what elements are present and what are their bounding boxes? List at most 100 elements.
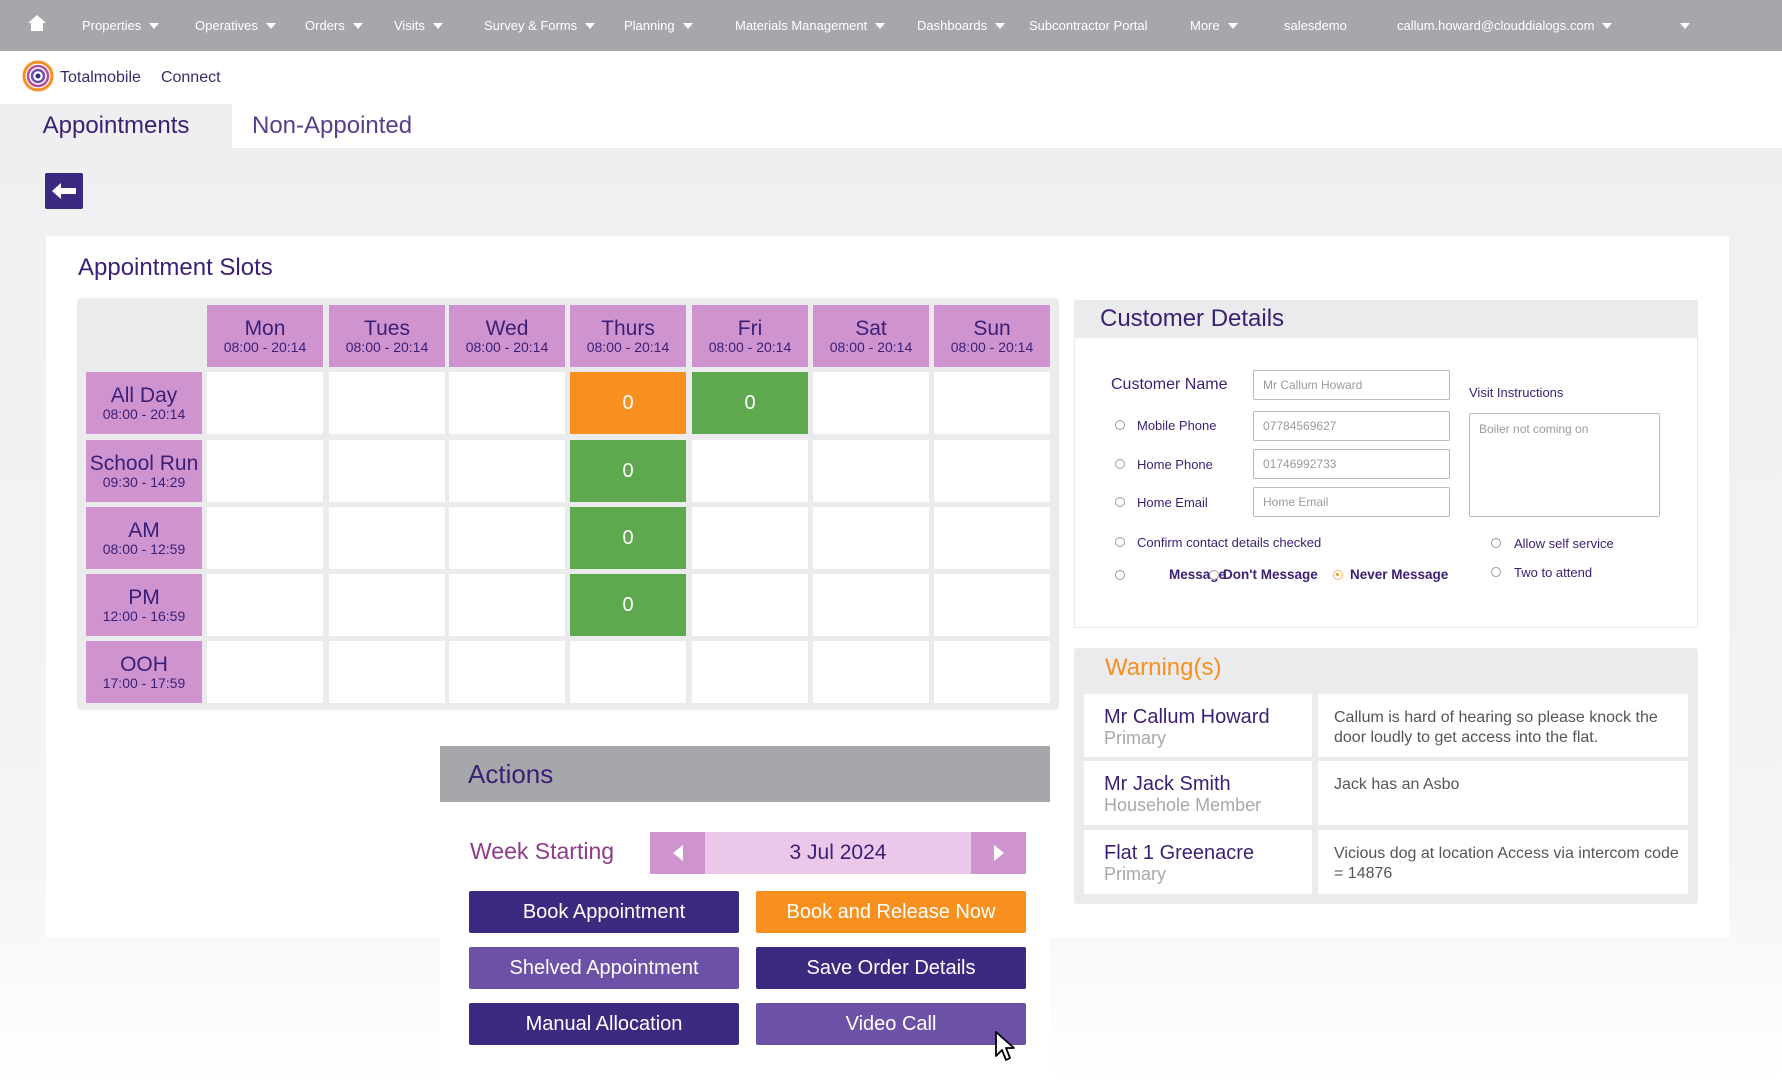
nav-item[interactable]: Properties (82, 0, 160, 51)
book-and-release-button[interactable]: Book and Release Now (756, 891, 1026, 933)
chevron-right-icon (993, 845, 1004, 861)
nav-item-label: salesdemo (1284, 18, 1347, 33)
next-week-button[interactable] (971, 832, 1026, 874)
empty-slot-cell[interactable] (449, 641, 565, 703)
product-name[interactable]: Connect (160, 69, 221, 86)
empty-slot-cell[interactable] (449, 440, 565, 502)
day-header: Mon 08:00 - 20:14 (207, 305, 323, 367)
warning-person-cell: Mr Jack Smith Househole Member (1084, 761, 1312, 825)
mobile-phone-label: Mobile Phone (1137, 418, 1217, 433)
slot-cell[interactable]: 0 (570, 372, 686, 434)
nav-item[interactable]: salesdemo (1284, 0, 1347, 51)
visit-instructions-textarea[interactable] (1469, 413, 1660, 517)
home-phone-radio[interactable] (1115, 459, 1125, 469)
nav-item[interactable]: Operatives (195, 0, 276, 51)
never-message-radio[interactable] (1333, 570, 1343, 580)
dont-message-radio[interactable] (1209, 570, 1219, 580)
empty-slot-cell[interactable] (329, 574, 445, 636)
confirm-contact-radio[interactable] (1115, 537, 1125, 547)
warning-text: Callum is hard of hearing so please knoc… (1318, 694, 1688, 757)
nav-item[interactable]: More (1190, 0, 1238, 51)
tab-non-appointed[interactable]: Non-Appointed (252, 112, 413, 139)
slot-cell[interactable]: 0 (570, 574, 686, 636)
chevron-down-icon (352, 22, 363, 29)
empty-slot-cell[interactable] (934, 440, 1050, 502)
empty-slot-cell[interactable] (934, 372, 1050, 434)
empty-slot-cell[interactable] (207, 574, 323, 636)
nav-item[interactable]: Dashboards (917, 0, 1006, 51)
customer-name-input[interactable] (1253, 370, 1450, 400)
empty-slot-cell[interactable] (813, 440, 929, 502)
empty-slot-cell[interactable] (329, 641, 445, 703)
empty-slot-cell[interactable] (449, 574, 565, 636)
slot-row-hours: 08:00 - 20:14 (102, 405, 186, 422)
slot-row-header: All Day 08:00 - 20:14 (86, 372, 202, 434)
appointment-slots-title: Appointment Slots (78, 254, 273, 281)
visit-instructions-label: Visit Instructions (1469, 385, 1564, 400)
nav-item[interactable]: Survey & Forms (484, 0, 596, 51)
warnings-title: Warning(s) (1105, 654, 1222, 681)
empty-slot-cell[interactable] (329, 440, 445, 502)
previous-week-button[interactable] (650, 832, 705, 874)
nav-item-label: Materials Management (735, 18, 868, 33)
tab-appointments[interactable]: Appointments (0, 104, 232, 148)
chevron-down-icon (682, 22, 693, 29)
empty-slot-cell[interactable] (570, 641, 686, 703)
day-header: Wed 08:00 - 20:14 (449, 305, 565, 367)
slot-row-hours: 17:00 - 17:59 (102, 674, 186, 691)
manual-allocation-button[interactable]: Manual Allocation (469, 1003, 739, 1045)
nav-overflow-chevron-icon[interactable] (1680, 23, 1690, 29)
allow-self-service-radio[interactable] (1491, 538, 1501, 548)
empty-slot-cell[interactable] (207, 641, 323, 703)
slot-row-header: AM 08:00 - 12:59 (86, 507, 202, 569)
empty-slot-cell[interactable] (813, 372, 929, 434)
empty-slot-cell[interactable] (207, 440, 323, 502)
home-icon[interactable] (27, 13, 47, 33)
chevron-down-icon (149, 22, 160, 29)
home-phone-input[interactable] (1253, 449, 1450, 479)
video-call-button[interactable]: Video Call (756, 1003, 1026, 1045)
save-order-details-button[interactable]: Save Order Details (756, 947, 1026, 989)
shelved-appointment-button[interactable]: Shelved Appointment (469, 947, 739, 989)
empty-slot-cell[interactable] (813, 641, 929, 703)
day-name: Sat (855, 316, 887, 340)
nav-item[interactable]: Materials Management (735, 0, 886, 51)
nav-item[interactable]: Orders (305, 0, 363, 51)
home-email-radio[interactable] (1115, 497, 1125, 507)
empty-slot-cell[interactable] (934, 641, 1050, 703)
day-name: Wed (485, 316, 529, 340)
empty-slot-cell[interactable] (692, 641, 808, 703)
empty-slot-cell[interactable] (207, 372, 323, 434)
nav-item[interactable]: Subcontractor Portal (1029, 0, 1148, 51)
empty-slot-cell[interactable] (934, 507, 1050, 569)
empty-slot-cell[interactable] (692, 574, 808, 636)
home-email-input[interactable] (1253, 487, 1450, 517)
message-radio[interactable] (1115, 570, 1125, 580)
slot-row-header: OOH 17:00 - 17:59 (86, 641, 202, 703)
empty-slot-cell[interactable] (692, 440, 808, 502)
slot-cell[interactable]: 0 (570, 507, 686, 569)
nav-item[interactable]: Planning (624, 0, 693, 51)
customer-name-label: Customer Name (1111, 376, 1228, 393)
mobile-phone-input[interactable] (1253, 411, 1450, 441)
empty-slot-cell[interactable] (329, 372, 445, 434)
back-button[interactable] (45, 173, 83, 209)
book-appointment-button[interactable]: Book Appointment (469, 891, 739, 933)
slot-row-hours: 08:00 - 12:59 (102, 540, 186, 557)
two-to-attend-radio[interactable] (1491, 567, 1501, 577)
slot-cell[interactable]: 0 (570, 440, 686, 502)
nav-item-label: Properties (82, 18, 142, 33)
empty-slot-cell[interactable] (813, 574, 929, 636)
empty-slot-cell[interactable] (207, 507, 323, 569)
empty-slot-cell[interactable] (449, 372, 565, 434)
empty-slot-cell[interactable] (692, 507, 808, 569)
empty-slot-cell[interactable] (449, 507, 565, 569)
mobile-phone-radio[interactable] (1115, 420, 1125, 430)
empty-slot-cell[interactable] (329, 507, 445, 569)
arrow-left-icon (52, 183, 76, 199)
nav-item[interactable]: Visits (394, 0, 443, 51)
nav-item[interactable]: callum.howard@clouddialogs.com (1397, 0, 1613, 51)
empty-slot-cell[interactable] (813, 507, 929, 569)
slot-cell[interactable]: 0 (692, 372, 808, 434)
empty-slot-cell[interactable] (934, 574, 1050, 636)
